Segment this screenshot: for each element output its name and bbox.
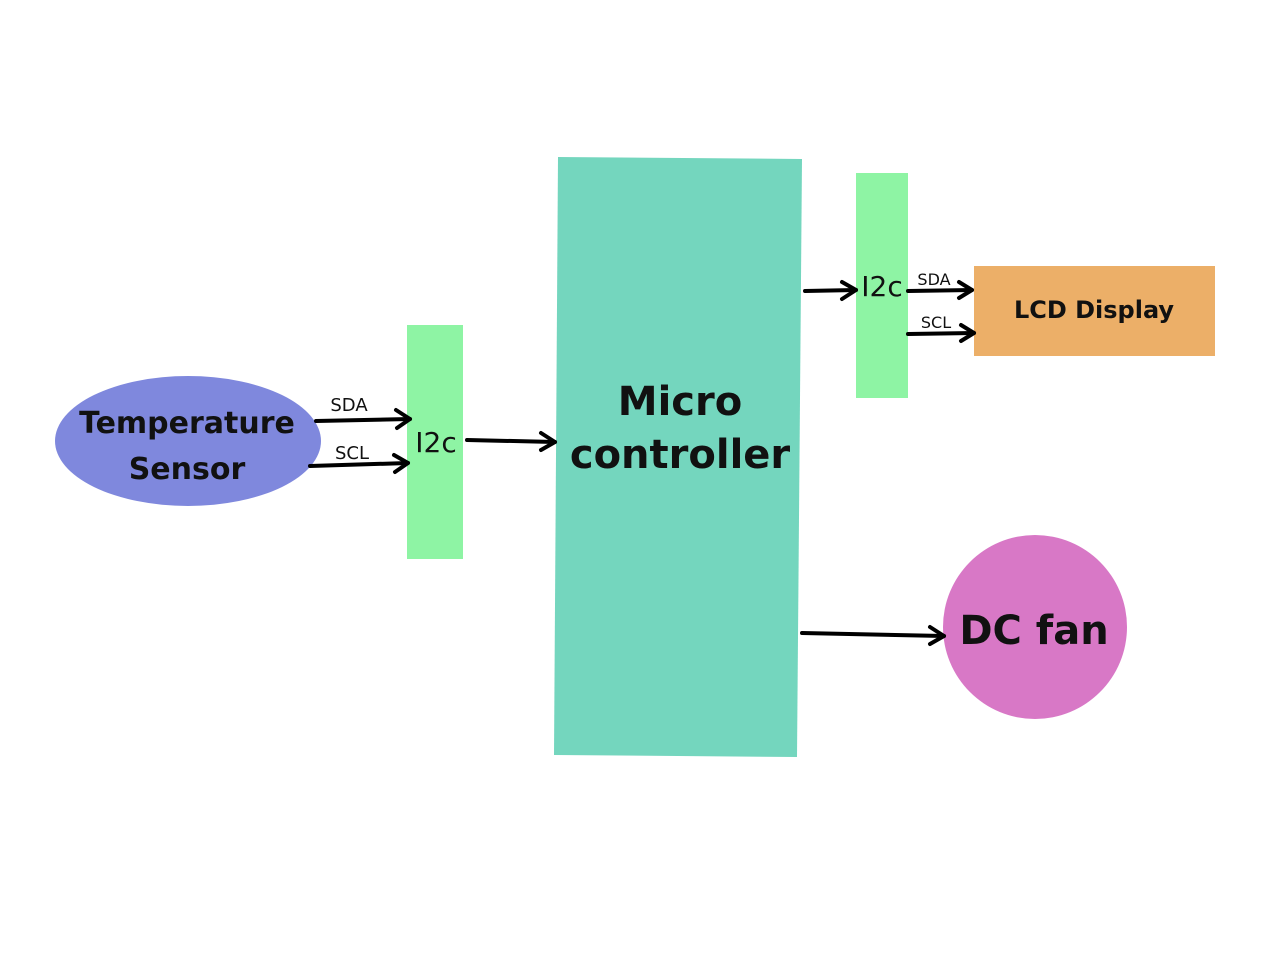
dc-fan-label: DC fan	[959, 608, 1108, 654]
i2c-left-block	[407, 325, 463, 559]
arrow-microcontroller-to-i2c	[803, 280, 858, 301]
arrow-sensor-scl	[308, 453, 410, 474]
arrow-sensor-sda	[314, 408, 412, 430]
arrow-lcd-scl	[906, 323, 976, 343]
arrow-lcd-sda	[906, 280, 974, 300]
signal-label-right-scl: SCL	[921, 313, 951, 332]
lcd-display-label: LCD Display	[1014, 296, 1174, 324]
temperature-sensor-label-line2: Sensor	[129, 452, 246, 487]
microcontroller-label-line1: Micro	[618, 379, 742, 425]
arrow-microcontroller-to-fan	[800, 625, 946, 646]
signal-label-right-sda: SDA	[917, 270, 950, 289]
microcontroller-label-line2: controller	[570, 432, 791, 478]
arrow-i2c-to-microcontroller	[465, 431, 557, 452]
i2c-right-block	[856, 173, 908, 398]
microcontroller-block	[554, 157, 802, 757]
lcd-display-block	[974, 266, 1215, 356]
dc-fan-node	[943, 535, 1127, 719]
temperature-sensor-label-line1: Temperature	[79, 406, 295, 441]
signal-label-left-sda: SDA	[330, 395, 368, 416]
signal-label-left-scl: SCL	[335, 443, 369, 464]
i2c-left-label: I2c	[415, 426, 456, 459]
temperature-sensor-node	[55, 376, 321, 506]
i2c-right-label: I2c	[861, 270, 902, 303]
